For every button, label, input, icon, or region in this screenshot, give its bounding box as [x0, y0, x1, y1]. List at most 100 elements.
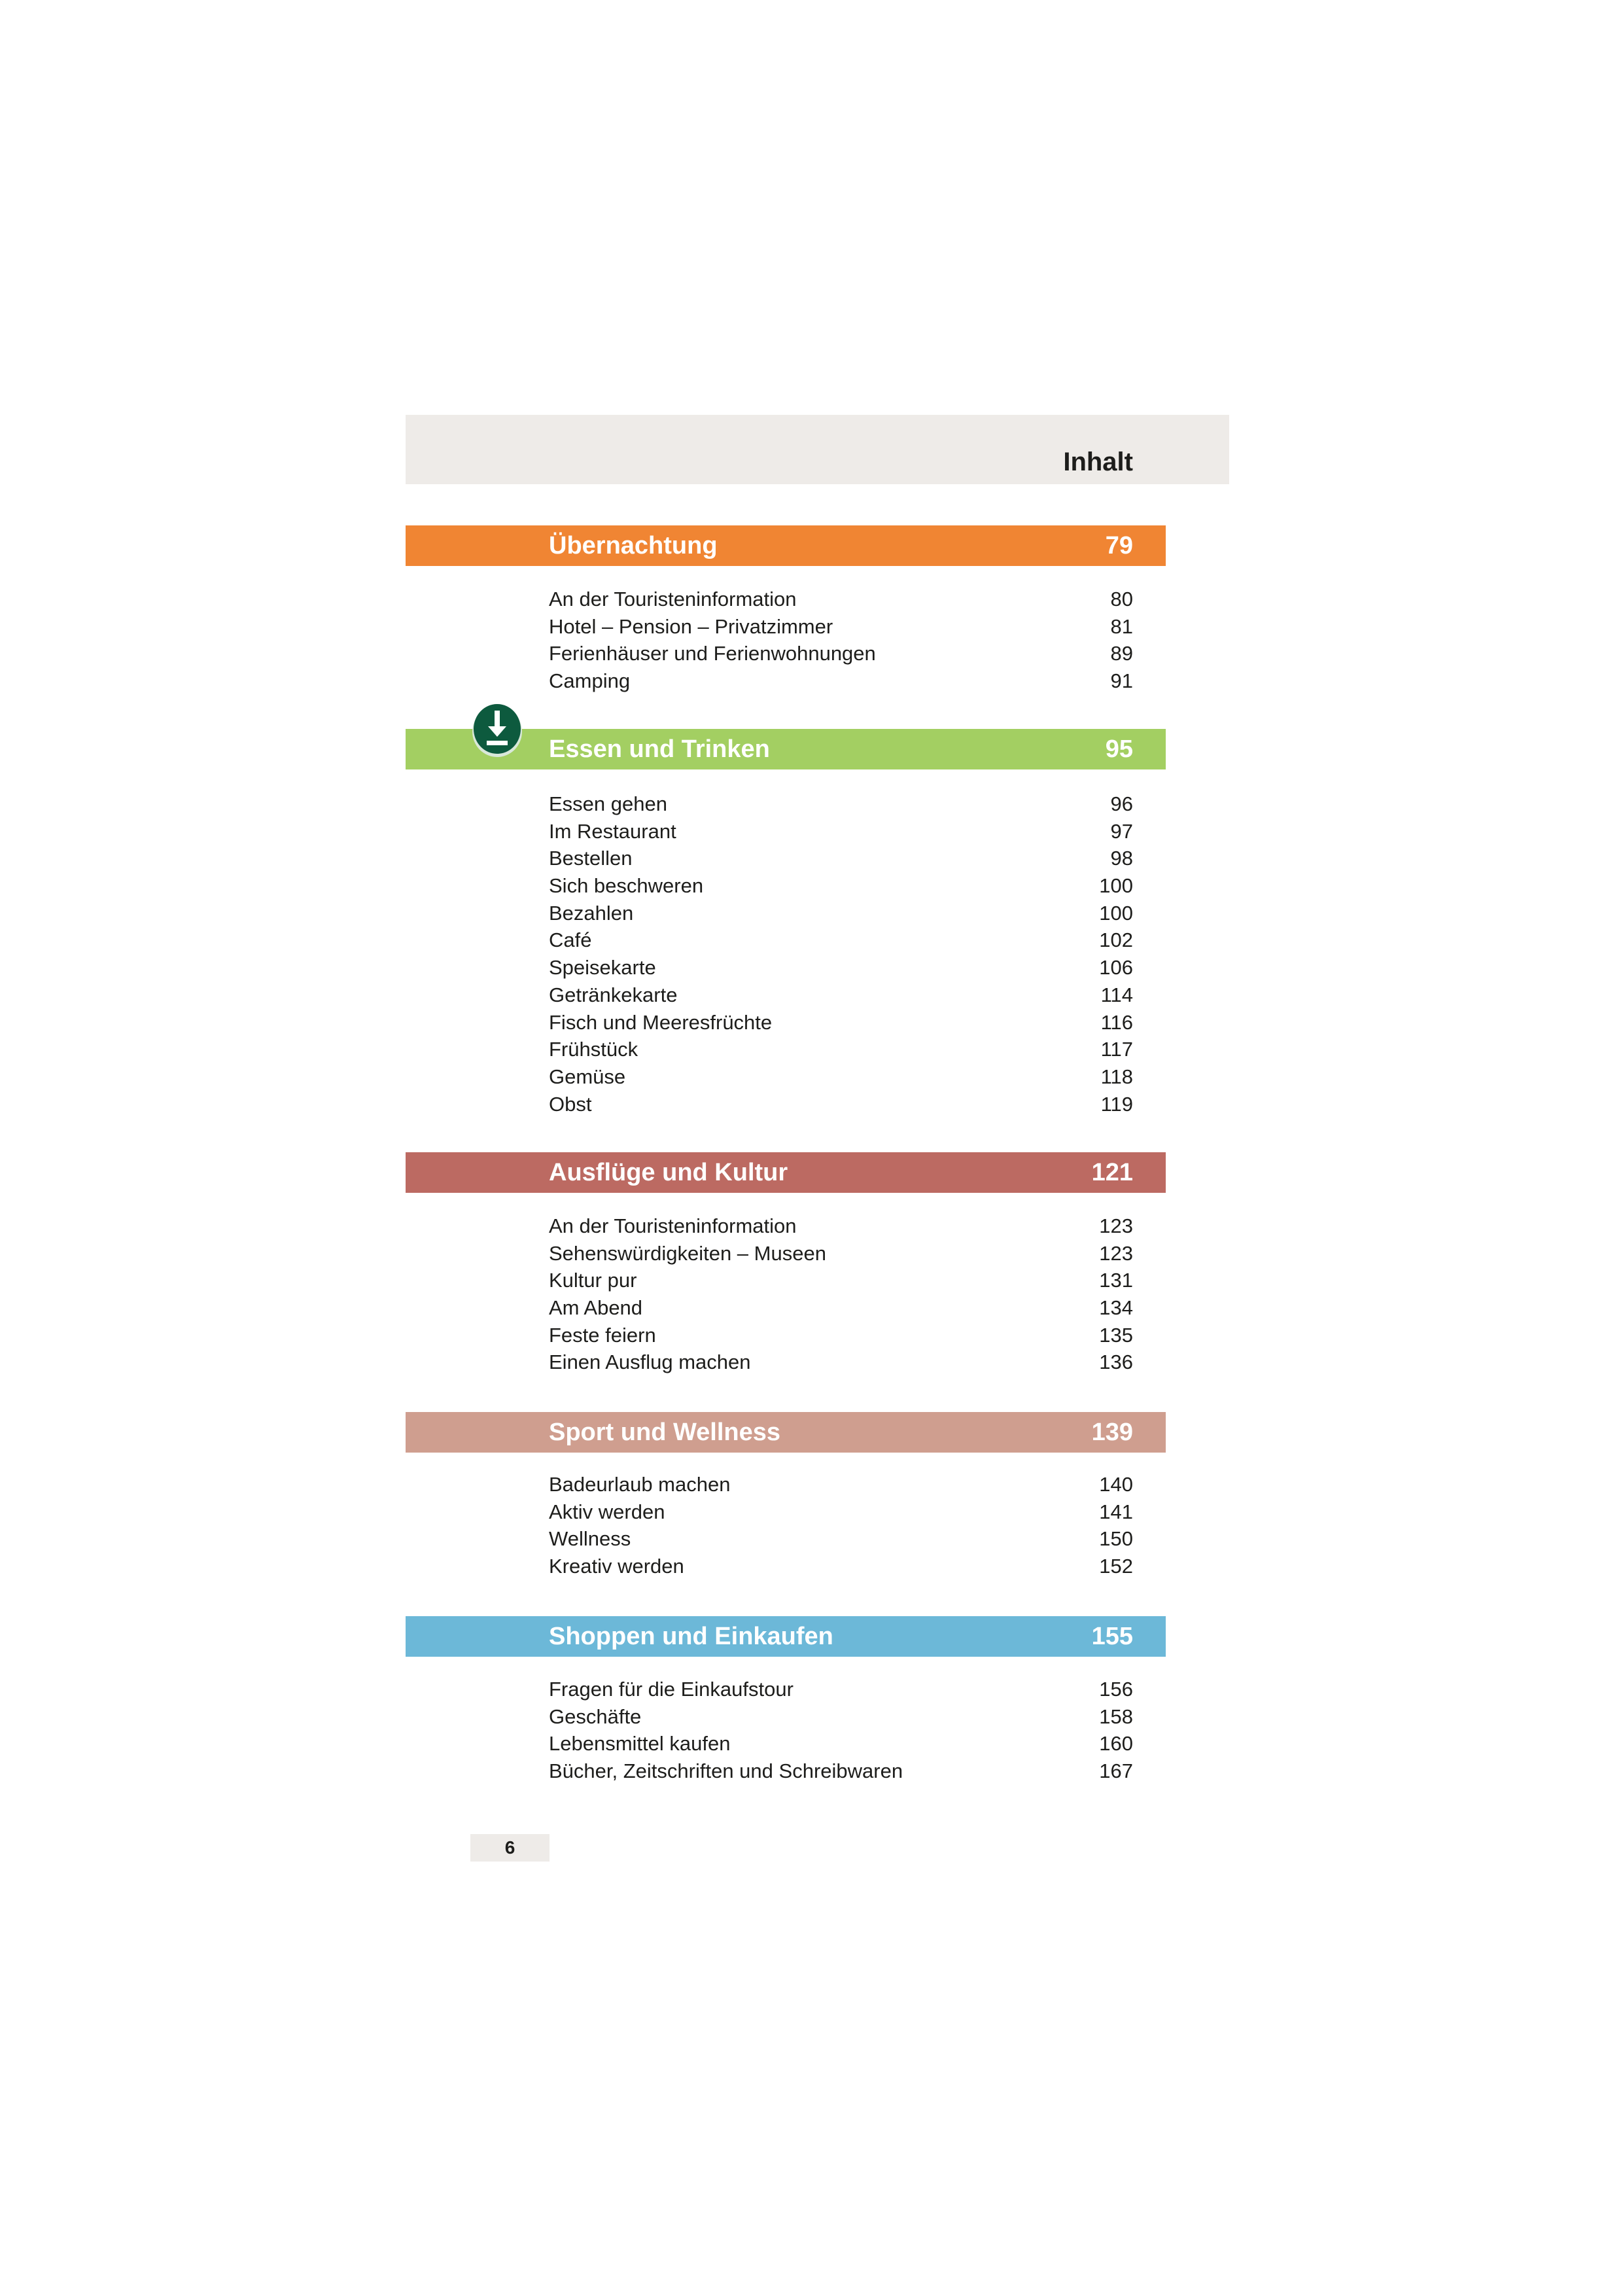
entry-label: Essen gehen	[549, 792, 667, 815]
entry-label: Kreativ werden	[549, 1555, 684, 1578]
entry-label: Lebensmittel kaufen	[549, 1732, 731, 1756]
toc-section: Essen und Trinken 95 Essen gehen 96 Im Resta…	[406, 729, 1166, 1116]
entry-label: Fragen für die Einkaufstour	[549, 1678, 794, 1701]
toc-entry[interactable]: Im Restaurant 97	[549, 818, 1133, 845]
entry-page: 117	[1100, 1038, 1133, 1061]
toc-entry[interactable]: Kreativ werden 152	[549, 1553, 1133, 1580]
toc-entry[interactable]: Bestellen 98	[549, 845, 1133, 872]
entry-page: 135	[1099, 1323, 1133, 1347]
page-number: 6	[470, 1834, 550, 1862]
toc-entry[interactable]: Lebensmittel kaufen 160	[549, 1730, 1133, 1757]
entry-page: 150	[1099, 1527, 1133, 1551]
entry-page: 102	[1099, 928, 1133, 952]
entry-label: Geschäfte	[549, 1704, 642, 1728]
toc-entry[interactable]: Essen gehen 96	[549, 790, 1133, 818]
entry-label: An der Touristeninformation	[549, 588, 797, 610]
toc-entry[interactable]: Bezahlen 100	[549, 900, 1133, 927]
toc-entry[interactable]: Fisch und Meeresfrüchte 116	[549, 1009, 1133, 1036]
section-title: Shoppen und Einkaufen	[549, 1623, 833, 1650]
entry-page: 167	[1099, 1759, 1133, 1783]
entry-page: 131	[1099, 1269, 1133, 1292]
toc-entry[interactable]: Ferienhäuser und Ferienwohnungen 89	[549, 640, 1133, 667]
toc-entry[interactable]: An der Touristeninformation 80	[549, 586, 1133, 613]
section-title: Essen und Trinken	[549, 735, 770, 763]
toc-section: Ausflüge und Kultur 121 An der Touristenin…	[406, 1152, 1166, 1373]
entry-page: 118	[1100, 1065, 1133, 1088]
toc-entry[interactable]: Hotel – Pension – Privatzimmer 81	[549, 613, 1133, 641]
entry-page: 152	[1099, 1555, 1133, 1578]
section-title: Sport und Wellness	[549, 1419, 781, 1446]
entry-label: Wellness	[549, 1527, 631, 1551]
section-page: 155	[1091, 1623, 1133, 1650]
entry-page: 100	[1099, 874, 1133, 898]
entry-page: 140	[1099, 1473, 1133, 1496]
toc-entry[interactable]: Bücher, Zeitschriften und Schreibwaren 16…	[549, 1757, 1133, 1785]
toc-entry[interactable]: Café 102	[549, 927, 1133, 954]
section-page: 139	[1091, 1419, 1133, 1446]
toc-entry[interactable]: Getränkekarte 114	[549, 981, 1133, 1009]
toc-entry[interactable]: Camping 91	[549, 667, 1133, 695]
toc-entry[interactable]: Speisekarte 106	[549, 954, 1133, 981]
entry-page: 160	[1099, 1732, 1133, 1756]
toc-entry[interactable]: An der Touristeninformation 123	[549, 1212, 1133, 1240]
section-header[interactable]: Übernachtung 79	[406, 525, 1166, 566]
entry-label: Gemüse	[549, 1065, 626, 1088]
entry-page: 119	[1100, 1092, 1133, 1116]
entry-page: 106	[1099, 956, 1133, 980]
section-page: 121	[1091, 1159, 1133, 1186]
toc-entry[interactable]: Frühstück 117	[549, 1036, 1133, 1063]
entry-label: Speisekarte	[549, 956, 656, 980]
entry-label: An der Touristeninformation	[549, 1214, 797, 1237]
toc-section: Übernachtung 79 An der Touristeninformatio…	[406, 525, 1166, 692]
entry-page: 158	[1099, 1704, 1133, 1728]
section-items: An der Touristeninformation 123 Sehenswürd…	[549, 1212, 1133, 1376]
section-items: Badeurlaub machen 140 Aktiv werden 141 Welln…	[549, 1471, 1133, 1580]
toc-entry[interactable]: Kultur pur 131	[549, 1267, 1133, 1294]
entry-label: Obst	[549, 1092, 592, 1116]
entry-label: Im Restaurant	[549, 819, 676, 843]
toc-entry[interactable]: Aktiv werden 141	[549, 1498, 1133, 1526]
section-title: Übernachtung	[549, 532, 718, 559]
section-header[interactable]: Essen und Trinken 95	[406, 729, 1166, 769]
entry-label: Hotel – Pension – Privatzimmer	[549, 614, 833, 638]
entry-label: Camping	[549, 669, 631, 693]
toc-entry[interactable]: Gemüse 118	[549, 1063, 1133, 1091]
entry-page: 136	[1099, 1351, 1133, 1374]
toc-entry[interactable]: Feste feiern 135	[549, 1322, 1133, 1349]
section-header[interactable]: Shoppen und Einkaufen 155	[406, 1616, 1166, 1657]
toc-entry[interactable]: Geschäfte 158	[549, 1703, 1133, 1731]
entry-label: Bücher, Zeitschriften und Schreibwaren	[549, 1759, 903, 1783]
entry-page: 100	[1099, 901, 1133, 925]
entry-label: Ferienhäuser und Ferienwohnungen	[549, 642, 876, 665]
entry-page: 81	[1110, 614, 1133, 638]
section-header[interactable]: Sport und Wellness 139	[406, 1412, 1166, 1453]
download-icon[interactable]	[471, 703, 523, 758]
toc-entry[interactable]: Sehenswürdigkeiten – Museen 123	[549, 1240, 1133, 1267]
section-page: 95	[1105, 735, 1133, 763]
toc-entry[interactable]: Sich beschweren 100	[549, 872, 1133, 900]
entry-label: Sich beschweren	[549, 874, 704, 898]
section-items: Fragen für die Einkaufstour 156 Geschäfte 1…	[549, 1676, 1133, 1785]
toc-entry[interactable]: Einen Ausflug machen 136	[549, 1349, 1133, 1376]
entry-page: 114	[1100, 983, 1133, 1006]
entry-page: 116	[1100, 1010, 1133, 1034]
toc-entry[interactable]: Badeurlaub machen 140	[549, 1471, 1133, 1498]
toc-entry[interactable]: Wellness 150	[549, 1525, 1133, 1553]
toc-entry[interactable]: Obst 119	[549, 1091, 1133, 1118]
entry-label: Feste feiern	[549, 1323, 656, 1347]
entry-page: 89	[1110, 642, 1133, 665]
section-title: Ausflüge und Kultur	[549, 1159, 788, 1186]
toc-section: Sport und Wellness 139 Badeurlaub machen 14…	[406, 1412, 1166, 1578]
toc-entry[interactable]: Fragen für die Einkaufstour 156	[549, 1676, 1133, 1703]
section-items: Essen gehen 96 Im Restaurant 97 Bestellen 98 S…	[549, 790, 1133, 1118]
toc-section: Shoppen und Einkaufen 155 Fragen für die E…	[406, 1616, 1166, 1782]
entry-page: 134	[1099, 1296, 1133, 1320]
section-header[interactable]: Ausflüge und Kultur 121	[406, 1152, 1166, 1193]
toc-entry[interactable]: Am Abend 134	[549, 1294, 1133, 1322]
entry-label: Aktiv werden	[549, 1500, 665, 1523]
section-page: 79	[1105, 532, 1133, 559]
entry-label: Café	[549, 928, 592, 952]
entry-label: Am Abend	[549, 1296, 643, 1320]
entry-label: Sehenswürdigkeiten – Museen	[549, 1241, 826, 1265]
entry-label: Badeurlaub machen	[549, 1473, 731, 1496]
